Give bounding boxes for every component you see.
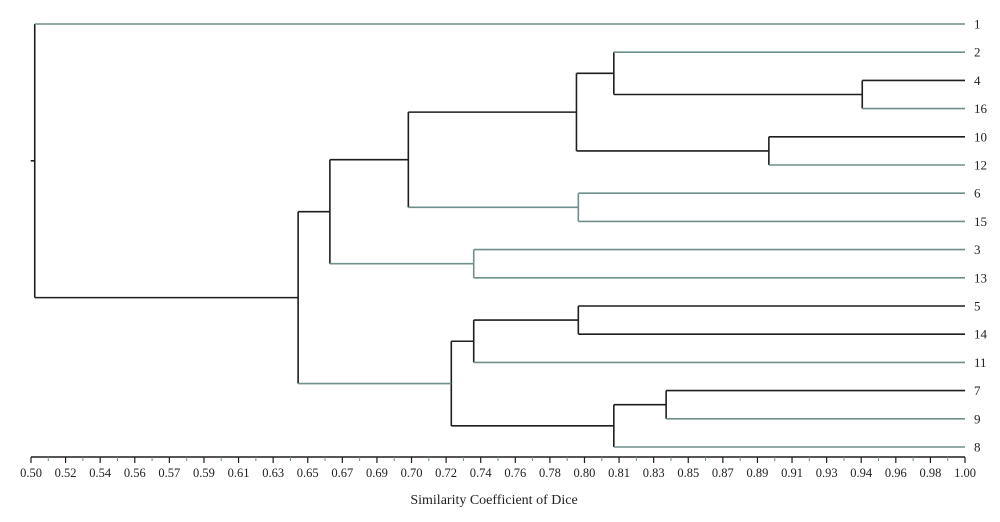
x-axis: 0.50 0.52 0.54 0.56 0.57 0.59 0.61 0.63 0.65 0.67… [20, 456, 976, 480]
x-tick-label: 0.57 [158, 466, 180, 480]
x-tick-label: 0.83 [643, 466, 665, 480]
x-tick-label: 0.93 [816, 466, 838, 480]
leaf-label: 13 [974, 270, 987, 285]
leaf-label: 16 [974, 101, 988, 116]
x-tick-label: 0.72 [435, 466, 457, 480]
leaf-label: 3 [974, 242, 981, 257]
x-tick-label: 0.80 [574, 466, 596, 480]
leaf-label: 14 [974, 327, 988, 342]
dendrogram-branches [30, 23, 965, 448]
leaf-label: 7 [974, 383, 981, 398]
x-tick-label: 0.69 [366, 466, 388, 480]
x-tick-label: 0.91 [781, 466, 803, 480]
leaf-label: 2 [974, 45, 981, 60]
x-tick-label: 0.59 [193, 466, 215, 480]
leaf-label: 15 [974, 214, 987, 229]
x-tick-label: 0.50 [20, 466, 42, 480]
x-tick-label: 0.81 [608, 466, 630, 480]
x-tick-label: 0.87 [712, 466, 734, 480]
leaf-label: 6 [974, 186, 981, 201]
x-tick-label: 0.63 [262, 466, 284, 480]
x-tick-label: 0.67 [331, 466, 353, 480]
x-tick-label: 0.61 [228, 466, 250, 480]
x-tick-label: 0.94 [850, 466, 873, 480]
leaf-label: 10 [974, 129, 987, 144]
x-tick-label: 0.98 [919, 466, 941, 480]
x-tick-label: 0.89 [747, 466, 769, 480]
leaf-label: 8 [974, 440, 981, 455]
x-tick-label: 0.70 [401, 466, 423, 480]
x-tick-label: 1.00 [954, 466, 976, 480]
x-tick-label: 0.78 [539, 466, 561, 480]
leaf-label: 9 [974, 411, 981, 426]
x-tick-label: 0.85 [677, 466, 699, 480]
x-tick-label: 0.76 [504, 466, 526, 480]
leaf-label: 11 [974, 355, 987, 370]
x-tick-label: 0.54 [89, 466, 112, 480]
leaf-label: 4 [974, 73, 981, 88]
x-axis-title: Similarity Coefficient of Dice [410, 493, 577, 508]
leaf-label: 12 [974, 158, 987, 173]
x-tick-label: 0.56 [124, 466, 146, 480]
x-tick-label: 0.52 [55, 466, 77, 480]
leaf-label: 5 [974, 299, 981, 314]
x-tick-label: 0.65 [297, 466, 319, 480]
x-tick-label: 0.96 [885, 466, 907, 480]
leaf-label: 1 [974, 17, 981, 32]
x-tick-label: 0.74 [470, 466, 493, 480]
